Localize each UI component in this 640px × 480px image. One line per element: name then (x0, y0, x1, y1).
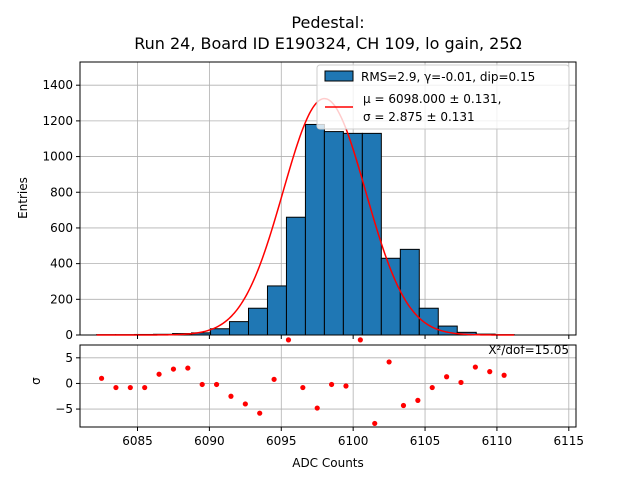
residual-point (501, 372, 507, 378)
main-y-tick-label: 1400 (42, 78, 73, 92)
legend-fit-label-line1: μ = 6098.000 ± 0.131, (363, 92, 501, 106)
chart-title-line2: Run 24, Board ID E190324, CH 109, lo gai… (134, 34, 522, 53)
residual-point (372, 420, 378, 427)
histogram-bar (229, 321, 249, 336)
main-plot-frame (79, 61, 577, 336)
histogram-bar (323, 131, 344, 336)
residual-point (271, 376, 277, 382)
residual-y-ticks: −5 0 5 (55, 351, 80, 416)
main-y-tick-label: 0 (65, 328, 73, 342)
x-tick-label: 6095 (266, 434, 297, 448)
residual-point (285, 337, 292, 343)
legend-box (316, 64, 570, 130)
main-y-ticks: 0 200 400 600 800 1000 1200 1400 (42, 78, 80, 342)
histogram-bar (285, 216, 306, 336)
legend-hist-swatch (324, 70, 354, 82)
residual-point (113, 384, 119, 391)
histogram-bars (96, 123, 515, 336)
residual-point (343, 383, 349, 389)
residual-y-tick-label: 0 (65, 376, 73, 390)
main-y-tick-label: 400 (50, 257, 73, 271)
main-y-tick-label: 800 (50, 185, 73, 199)
gaussian-fit-curve (96, 97, 515, 336)
y-axis-label: Entries (16, 177, 30, 219)
residual-point (386, 359, 392, 365)
residual-point (242, 401, 248, 407)
histogram-bar (304, 123, 325, 336)
residual-points (98, 337, 507, 427)
residual-point (357, 337, 363, 343)
main-y-tick-label: 200 (50, 292, 73, 306)
histogram-bar (342, 132, 363, 336)
residual-point (213, 381, 220, 388)
histogram-bar (266, 285, 287, 336)
residual-point (328, 381, 335, 388)
residual-point (472, 364, 478, 370)
x-tick-label: 6085 (122, 434, 153, 448)
histogram-bar (210, 328, 231, 336)
fit-line (96, 97, 515, 336)
x-tick-label: 6090 (194, 434, 225, 448)
x-tick-label: 6115 (554, 434, 585, 448)
residual-grid (80, 345, 576, 427)
chart-title-line1: Pedestal: (291, 13, 364, 32)
residual-point (142, 384, 148, 391)
legend-hist-label: RMS=2.9, γ=-0.01, dip=0.15 (361, 70, 535, 84)
histogram-bar (399, 248, 420, 336)
histogram-bar (247, 307, 268, 336)
legend: RMS=2.9, γ=-0.01, dip=0.15 μ = 6098.000 … (316, 64, 570, 130)
residual-point (487, 369, 493, 375)
residual-point (257, 410, 263, 416)
x-tick-label: 6105 (410, 434, 441, 448)
residual-point (185, 365, 191, 371)
main-axes-border (79, 61, 577, 336)
residual-point (228, 393, 234, 399)
x-tick-label: 6110 (482, 434, 513, 448)
residual-y-tick-label: −5 (55, 402, 73, 416)
main-y-tick-label: 1000 (42, 150, 73, 164)
x-axis-label: ADC Counts (292, 456, 364, 470)
residual-point (458, 379, 464, 386)
main-y-tick-label: 1200 (42, 114, 73, 128)
residual-point (170, 366, 177, 372)
residual-y-tick-label: 5 (65, 351, 73, 365)
x-ticks: 6085 6090 6095 6100 6105 6110 6115 (122, 335, 584, 448)
chi2-label: X²/dof=15.05 (488, 343, 569, 357)
residual-point (400, 402, 407, 409)
histogram-bar (418, 307, 439, 336)
residual-point (314, 405, 320, 411)
residual-y-axis-label: σ (29, 377, 43, 385)
residual-point (429, 384, 435, 391)
residual-plot-frame (79, 344, 577, 428)
residual-point (415, 397, 421, 403)
residual-axes-border (79, 344, 577, 428)
residual-point (127, 384, 133, 391)
residual-point (156, 371, 162, 377)
residual-point (199, 381, 205, 388)
x-tick-label: 6100 (338, 434, 369, 448)
residual-point (300, 384, 306, 391)
residual-point (444, 374, 450, 380)
legend-fit-label-line2: σ = 2.875 ± 0.131 (363, 110, 475, 124)
main-y-tick-label: 600 (50, 221, 73, 235)
residual-point (98, 375, 105, 381)
